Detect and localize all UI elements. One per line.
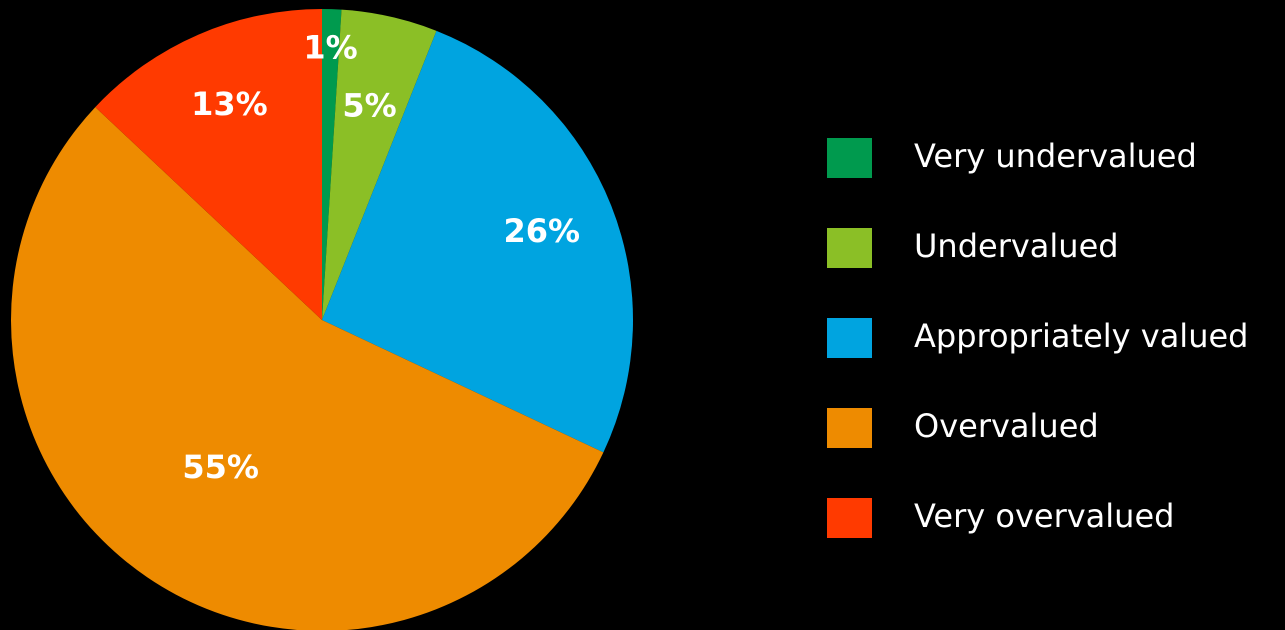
pie-slice (11, 107, 604, 630)
pie-slice (95, 9, 322, 320)
value-label: 13% (191, 85, 268, 123)
legend-swatch (827, 138, 872, 178)
legend-swatch (827, 408, 872, 448)
value-label: 1% (303, 29, 357, 67)
value-label: 55% (182, 448, 259, 486)
value-label: 26% (503, 212, 580, 250)
legend-label: Very overvalued (914, 497, 1174, 535)
pie-slice (322, 9, 437, 321)
value-label: 5% (342, 87, 396, 125)
legend-swatch (827, 228, 872, 268)
legend-swatch (827, 498, 872, 538)
legend-label: Appropriately valued (914, 317, 1248, 355)
pie-slice (322, 30, 633, 453)
legend-label: Overvalued (914, 407, 1099, 445)
legend-label: Undervalued (914, 227, 1119, 265)
legend-swatch (827, 318, 872, 358)
pie-slice (322, 9, 342, 320)
legend-label: Very undervalued (914, 137, 1197, 175)
